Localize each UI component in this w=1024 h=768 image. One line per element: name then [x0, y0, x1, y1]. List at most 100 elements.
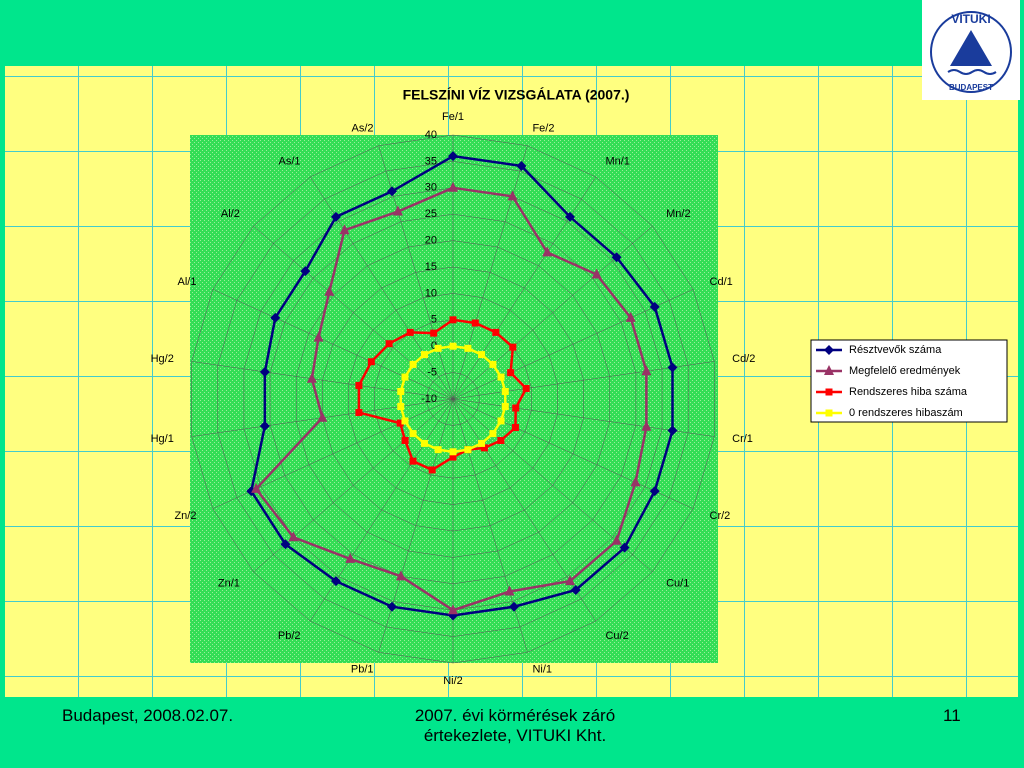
marker: [570, 584, 581, 595]
category-label: As/2: [352, 122, 374, 134]
marker: [630, 476, 641, 487]
logo-mountain: [950, 30, 992, 66]
marker: [480, 444, 488, 452]
marker: [259, 421, 270, 432]
marker: [339, 224, 350, 235]
marker: [448, 151, 458, 162]
logo: VITUKI BUDAPEST: [922, 0, 1020, 100]
marker: [511, 424, 519, 432]
marker: [409, 457, 417, 465]
marker: [464, 344, 472, 352]
r-tick-label: 20: [425, 235, 437, 247]
marker: [501, 387, 509, 395]
marker: [497, 373, 505, 381]
marker: [501, 403, 509, 411]
footer-center: 2007. évi körmérések záró értekezlete, V…: [414, 706, 616, 745]
marker: [434, 344, 442, 352]
marker: [401, 373, 409, 381]
marker: [565, 575, 576, 586]
marker: [489, 430, 497, 438]
marker: [649, 301, 660, 312]
r-tick-label: 40: [425, 129, 437, 141]
category-label: Mn/2: [666, 208, 690, 220]
spoke: [452, 145, 528, 400]
marker: [330, 211, 341, 222]
spoke: [191, 361, 454, 400]
marker: [409, 430, 417, 438]
marker: [324, 285, 335, 296]
marker: [449, 448, 457, 456]
marker: [367, 358, 375, 366]
marker: [270, 312, 281, 323]
category-label: Cu/1: [666, 578, 689, 590]
footer-left: Budapest, 2008.02.07.: [62, 706, 234, 725]
marker: [464, 446, 472, 454]
logo-wave: [947, 69, 997, 75]
marker: [280, 539, 291, 550]
marker: [449, 453, 457, 461]
chart-title: FELSZÍNI VÍZ VIZSGÁLATA (2007.): [403, 87, 630, 103]
logo-bottom: BUDAPEST: [949, 83, 993, 92]
category-label: Cu/2: [605, 630, 628, 642]
category-label: Cd/2: [732, 353, 755, 365]
marker: [406, 328, 414, 336]
marker: [306, 372, 317, 383]
category-label: Cd/1: [710, 276, 733, 288]
legend-marker: [825, 388, 833, 396]
category-label: Al/1: [178, 276, 197, 288]
spoke: [212, 289, 454, 400]
category-label: Zn/1: [218, 578, 240, 590]
marker: [512, 404, 520, 412]
marker: [355, 381, 363, 389]
marker: [387, 601, 398, 612]
marker: [667, 362, 678, 373]
category-label: As/1: [279, 156, 301, 168]
marker: [471, 319, 479, 327]
marker: [565, 211, 576, 222]
marker: [497, 436, 505, 444]
marker: [497, 417, 505, 425]
marker: [448, 604, 458, 615]
category-label: Fe/1: [442, 111, 464, 123]
r-tick-label: 0: [431, 340, 437, 352]
category-label: Hg/1: [151, 433, 174, 445]
category-label: Ni/1: [532, 663, 552, 675]
legend-marker: [824, 345, 834, 355]
category-label: Ni/2: [443, 675, 463, 687]
category-label: Hg/2: [151, 353, 174, 365]
legend-label: 0 rendszeres hibaszám: [849, 407, 963, 419]
r-tick-label: 25: [425, 208, 437, 220]
marker: [396, 419, 404, 427]
marker: [430, 329, 438, 337]
marker: [317, 411, 328, 422]
marker: [288, 531, 299, 542]
marker: [401, 417, 409, 425]
marker: [397, 387, 405, 395]
legend: [810, 339, 1008, 423]
legend-label: Megfelelő eredmények: [849, 365, 961, 377]
r-tick-label: 15: [425, 261, 437, 273]
category-label: Fe/2: [532, 122, 554, 134]
logo-ring: [930, 11, 1012, 93]
marker: [478, 439, 486, 447]
marker: [397, 403, 405, 411]
marker: [345, 552, 356, 563]
marker: [667, 425, 678, 436]
category-label: Zn/2: [174, 510, 196, 522]
marker: [522, 384, 530, 392]
marker: [395, 570, 406, 581]
marker: [401, 436, 409, 444]
marker: [449, 316, 457, 324]
footer-right: 11: [943, 706, 961, 725]
marker: [385, 340, 393, 348]
marker: [387, 186, 398, 197]
marker: [507, 369, 515, 377]
marker: [516, 160, 527, 171]
category-label: Al/2: [221, 208, 240, 220]
legend-marker: [825, 409, 833, 417]
r-tick-label: 35: [425, 155, 437, 167]
r-tick-label: 30: [425, 182, 437, 194]
marker: [259, 366, 270, 377]
spoke: [253, 225, 454, 400]
category-label: Cr/1: [732, 433, 753, 445]
